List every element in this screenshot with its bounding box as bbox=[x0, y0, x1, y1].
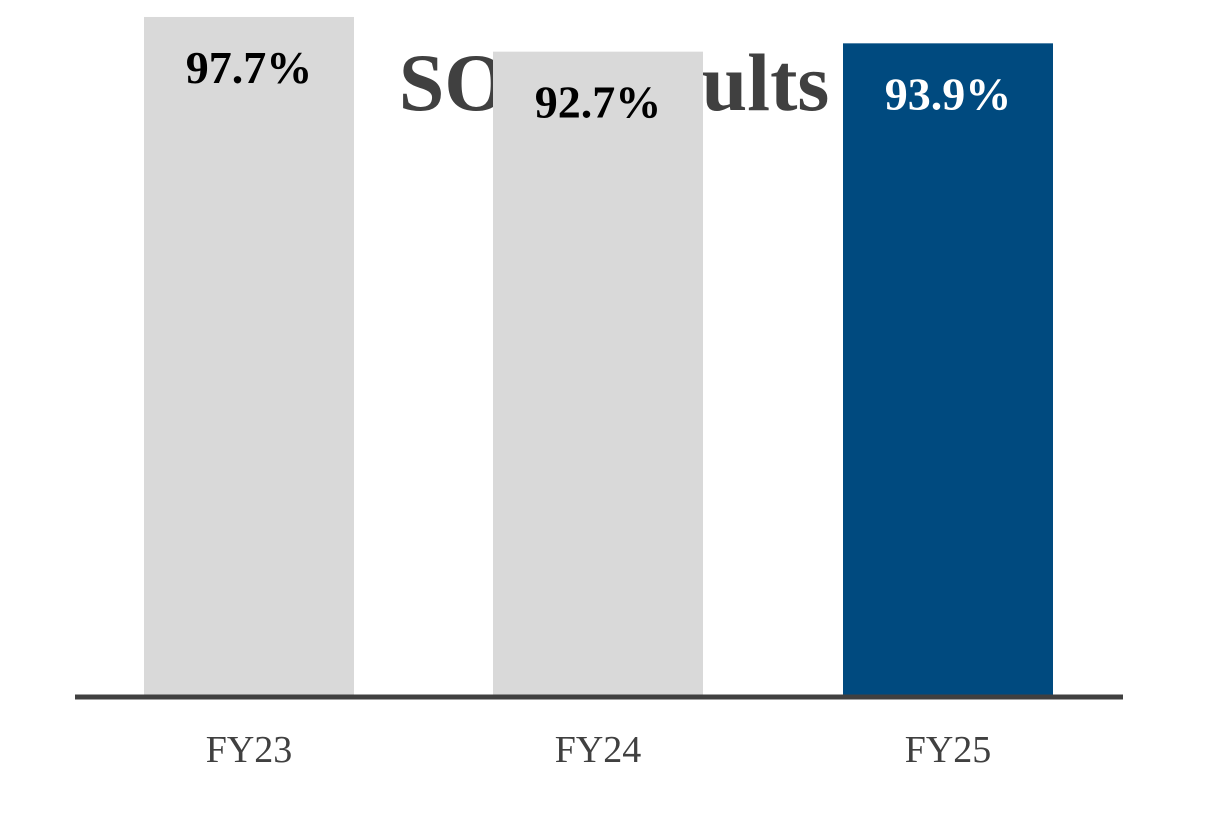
x-tick-label-fy25: FY25 bbox=[905, 729, 992, 771]
x-tick-labels-group: FY23 FY24 FY25 bbox=[206, 729, 992, 771]
x-tick-label-fy23: FY23 bbox=[206, 729, 293, 771]
x-tick-label-fy24: FY24 bbox=[555, 729, 642, 771]
bar-fy24 bbox=[493, 51, 703, 696]
data-label-fy23: 97.7% bbox=[186, 42, 313, 93]
bar-fy23 bbox=[144, 16, 354, 696]
bars-group bbox=[144, 16, 1053, 696]
data-label-fy24: 92.7% bbox=[535, 77, 662, 128]
bar-fy25 bbox=[843, 43, 1053, 696]
data-labels-group: 97.7% 92.7% 93.9% bbox=[186, 42, 1012, 128]
data-label-fy25: 93.9% bbox=[885, 68, 1012, 119]
